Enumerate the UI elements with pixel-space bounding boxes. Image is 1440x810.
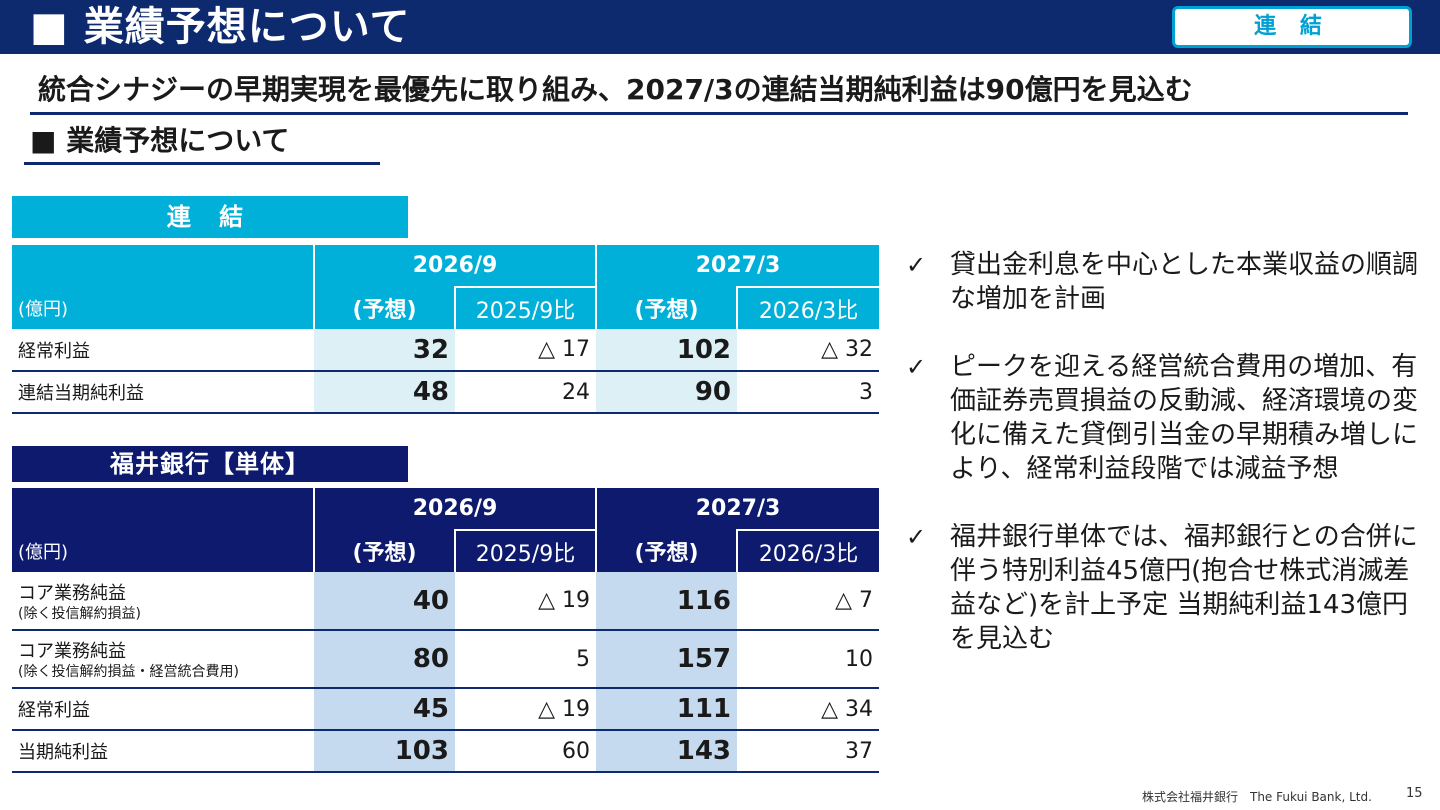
table-row: 当期純利益 103 60 143 37 [12, 730, 880, 773]
change-value: 60 [455, 730, 597, 773]
forecast-value: 90 [596, 371, 738, 414]
forecast-value: 103 [314, 730, 455, 773]
row-label: 連結当期純利益 [12, 371, 314, 414]
change-value: △ 19 [455, 572, 597, 631]
period-header: 2027/3 [595, 245, 880, 287]
forecast-value: 157 [596, 630, 738, 689]
forecast-header: (予想) [595, 287, 738, 329]
section-title: ■ 業績予想について [30, 124, 290, 157]
period-header: 2026/9 [312, 488, 597, 530]
bullet-text: ピークを迎える経営統合費用の増加、有価証券売買損益の反動減、経済環境の変化に備え… [950, 352, 1419, 484]
forecast-value: 45 [314, 688, 455, 731]
scope-badge: 連 結 [1172, 6, 1412, 48]
bullet-text: 福井銀行単体では、福邦銀行との合併に伴う特別利益45億円(抱合せ株式消滅差益など… [950, 522, 1418, 654]
forecast-value: 102 [596, 329, 738, 372]
table-row: 連結当期純利益 48 24 90 3 [12, 371, 880, 414]
change-value: 24 [455, 371, 597, 414]
bullet-text: 貸出金利息を中心とした本業収益の順調な増加を計画 [950, 250, 1419, 314]
change-value: △ 7 [737, 572, 880, 631]
compare-header: 2025/9比 [453, 529, 597, 572]
compare-header: 2025/9比 [453, 286, 597, 329]
forecast-value: 116 [596, 572, 738, 631]
row-label: 経常利益 [12, 329, 314, 372]
slide-title: ■ 業績予想について [30, 4, 411, 50]
change-value: 5 [455, 630, 597, 689]
row-label-note: (除く投信解約損益・経営統合費用) [18, 664, 239, 680]
row-label: 当期純利益 [12, 730, 314, 773]
bank-table: (億円) 2026/9 2027/3 (予想) 2025/9比 (予想) 202… [12, 488, 880, 773]
page-number: 15 [1406, 786, 1423, 801]
unit-label: (億円) [12, 488, 314, 572]
check-icon: ✓ [906, 251, 927, 279]
row-label-main: コア業務純益 [18, 582, 126, 604]
check-icon: ✓ [906, 353, 927, 381]
forecast-value: 40 [314, 572, 455, 631]
change-value: △ 32 [737, 329, 880, 372]
compare-header: 2026/3比 [736, 529, 880, 572]
row-label: コア業務純益 (除く投信解約損益・経営統合費用) [12, 630, 314, 689]
change-value: 3 [737, 371, 880, 414]
row-label-note: (除く投信解約損益) [18, 605, 141, 622]
unit-label: (億円) [12, 245, 314, 329]
forecast-header: (予想) [595, 530, 738, 572]
table-row: 経常利益 32 △ 17 102 △ 32 [12, 329, 880, 372]
headline: 統合シナジーの早期実現を最優先に取り組み、2027/3の連結当期純利益は90億円… [38, 73, 1193, 106]
bullet-item: ✓ 福井銀行単体では、福邦銀行との合併に伴う特別利益45億円(抱合せ株式消滅差益… [906, 520, 1426, 656]
consolidated-label: 連 結 [12, 196, 408, 238]
bullet-item: ✓ ピークを迎える経営統合費用の増加、有価証券売買損益の反動減、経済環境の変化に… [906, 350, 1426, 486]
bullet-list: ✓ 貸出金利息を中心とした本業収益の順調な増加を計画 ✓ ピークを迎える経営統合… [906, 248, 1426, 690]
change-value: 37 [737, 730, 880, 773]
table-row: 経常利益 45 △ 19 111 △ 34 [12, 688, 880, 731]
row-label-main: コア業務純益 [18, 641, 126, 662]
consolidated-table: (億円) 2026/9 2027/3 (予想) 2025/9比 (予想) 202… [12, 245, 880, 414]
table-row: コア業務純益 (除く投信解約損益) 40 △ 19 116 △ 7 [12, 572, 880, 631]
forecast-value: 48 [314, 371, 455, 414]
top-bar: ■ 業績予想について 連 結 [0, 0, 1440, 54]
forecast-header: (予想) [313, 530, 455, 572]
compare-header: 2026/3比 [736, 286, 880, 329]
row-label: コア業務純益 (除く投信解約損益) [12, 572, 314, 631]
forecast-value: 143 [596, 730, 738, 773]
change-value: △ 34 [737, 688, 880, 731]
row-label: 経常利益 [12, 688, 314, 731]
change-value: △ 19 [455, 688, 597, 731]
forecast-value: 32 [314, 329, 455, 372]
period-header: 2026/9 [312, 245, 597, 287]
footer-company: 株式会社福井銀行 The Fukui Bank, Ltd. [1142, 790, 1372, 804]
check-icon: ✓ [906, 523, 927, 551]
headline-rule [30, 112, 1408, 115]
section-rule [24, 162, 380, 165]
table-row: コア業務純益 (除く投信解約損益・経営統合費用) 80 5 157 10 [12, 630, 880, 689]
period-header: 2027/3 [595, 488, 880, 530]
forecast-value: 111 [596, 688, 738, 731]
bank-label: 福井銀行【単体】 [12, 446, 408, 482]
change-value: △ 17 [455, 329, 597, 372]
bullet-item: ✓ 貸出金利息を中心とした本業収益の順調な増加を計画 [906, 248, 1426, 316]
forecast-header: (予想) [313, 287, 455, 329]
change-value: 10 [737, 630, 880, 689]
forecast-value: 80 [314, 630, 455, 689]
